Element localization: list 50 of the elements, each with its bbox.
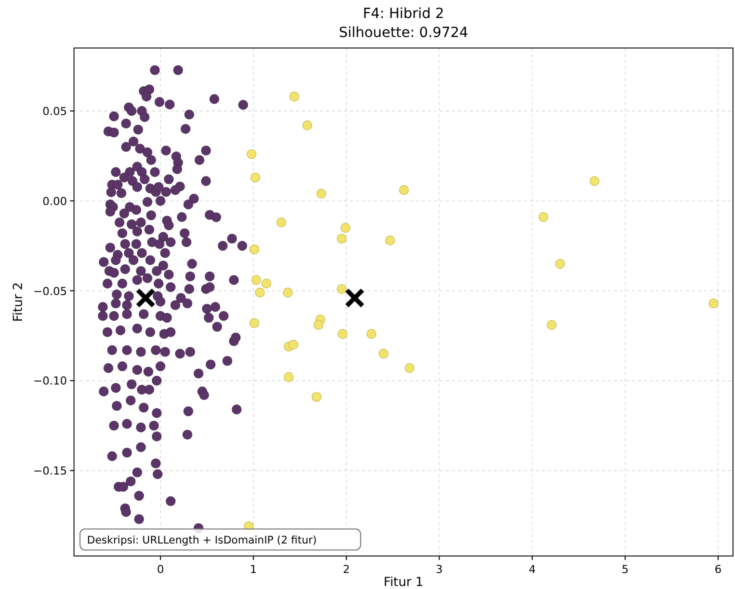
point: [338, 329, 348, 339]
annotation: Deskripsi: URLLength + IsDomainIP (2 fitur): [87, 534, 317, 546]
point: [262, 278, 272, 288]
x-tick-label: 0: [156, 563, 164, 576]
point: [340, 222, 350, 233]
x-axis-title: Fitur 1: [384, 574, 424, 589]
point: [399, 185, 409, 195]
y-tick-label: −0.15: [33, 464, 67, 478]
x-tick-label: 6: [714, 563, 722, 576]
point: [708, 298, 718, 308]
x-tick-label: 1: [250, 563, 257, 576]
point: [366, 329, 376, 339]
point: [249, 244, 260, 254]
point: [288, 340, 298, 350]
point: [555, 258, 566, 269]
point: [336, 234, 347, 244]
chart-subtitle: Silhouette: 0.9724: [338, 25, 468, 41]
y-tick-label: −0.10: [33, 374, 67, 388]
point: [251, 275, 262, 285]
point: [312, 392, 322, 402]
point: [284, 372, 294, 382]
point: [302, 120, 312, 130]
x-tick-label: 3: [436, 563, 443, 576]
note-box: Deskripsi: URLLength + IsDomainIP (2 fitur): [80, 528, 362, 550]
y-tick-label: 0.05: [42, 104, 67, 118]
point: [250, 172, 260, 182]
point: [546, 320, 557, 330]
y-axis-title: Fitur 2: [10, 282, 25, 322]
x-tick-label: 4: [528, 563, 536, 576]
point: [246, 149, 256, 159]
point: [314, 320, 324, 330]
point: [590, 176, 600, 186]
y-tick-label: 0.00: [42, 194, 67, 208]
point: [276, 218, 286, 228]
point: [336, 284, 347, 294]
x-tick-label: 2: [342, 563, 350, 576]
point: [344, 288, 365, 308]
point: [289, 92, 300, 102]
point: [136, 288, 156, 308]
point: [282, 288, 293, 298]
point: [316, 188, 326, 199]
point: [404, 363, 414, 373]
point: [249, 318, 260, 328]
x-tick-label: 5: [622, 563, 629, 576]
y-tick-label: −0.05: [33, 284, 67, 298]
chart-title: F4: Hibrid 2: [362, 6, 444, 22]
point: [254, 288, 265, 298]
point: [378, 348, 388, 359]
point: [385, 236, 395, 246]
point: [538, 212, 548, 222]
